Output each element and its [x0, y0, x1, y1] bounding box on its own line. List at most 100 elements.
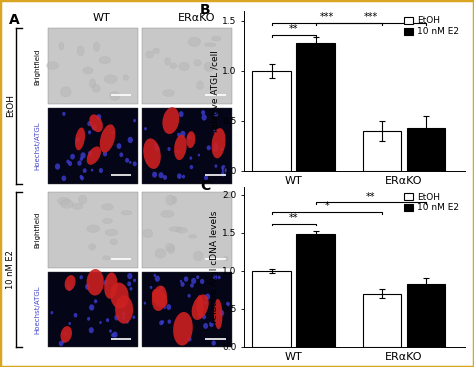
Ellipse shape: [167, 320, 171, 324]
Ellipse shape: [87, 317, 90, 321]
Ellipse shape: [68, 322, 71, 325]
FancyBboxPatch shape: [142, 192, 232, 268]
Ellipse shape: [94, 299, 97, 304]
Ellipse shape: [77, 46, 84, 55]
Ellipse shape: [205, 294, 210, 300]
Ellipse shape: [202, 315, 206, 319]
Ellipse shape: [110, 239, 118, 245]
Ellipse shape: [88, 130, 91, 134]
Ellipse shape: [67, 284, 69, 287]
Ellipse shape: [102, 218, 112, 224]
Ellipse shape: [155, 276, 160, 282]
Ellipse shape: [190, 165, 193, 169]
Text: ERαKO: ERαKO: [177, 12, 215, 23]
Ellipse shape: [166, 304, 171, 310]
Ellipse shape: [144, 302, 146, 305]
Bar: [407, 284, 445, 347]
Ellipse shape: [101, 204, 113, 210]
Ellipse shape: [155, 146, 159, 152]
Bar: [407, 128, 445, 171]
Ellipse shape: [59, 42, 64, 50]
Ellipse shape: [190, 156, 192, 160]
Ellipse shape: [68, 287, 71, 291]
Ellipse shape: [81, 152, 86, 159]
Ellipse shape: [68, 161, 72, 166]
Ellipse shape: [100, 124, 116, 153]
Ellipse shape: [99, 168, 103, 173]
Ellipse shape: [80, 175, 82, 179]
Ellipse shape: [88, 151, 92, 156]
Ellipse shape: [204, 62, 214, 72]
Ellipse shape: [204, 43, 216, 47]
Legend: EtOH, 10 nM E2: EtOH, 10 nM E2: [403, 15, 460, 37]
Ellipse shape: [154, 143, 157, 147]
Ellipse shape: [203, 323, 208, 329]
FancyBboxPatch shape: [47, 272, 137, 347]
Ellipse shape: [161, 320, 164, 324]
Text: **: **: [366, 192, 375, 201]
Text: C: C: [200, 179, 210, 193]
Ellipse shape: [121, 312, 125, 316]
Ellipse shape: [146, 51, 154, 58]
Ellipse shape: [60, 200, 73, 208]
Ellipse shape: [144, 127, 147, 130]
Bar: [252, 71, 291, 171]
Ellipse shape: [181, 282, 184, 287]
Ellipse shape: [218, 276, 221, 279]
Ellipse shape: [62, 175, 66, 181]
Ellipse shape: [179, 62, 190, 70]
Ellipse shape: [176, 227, 187, 233]
Text: **: **: [289, 213, 299, 223]
Ellipse shape: [129, 161, 131, 164]
Ellipse shape: [87, 121, 91, 126]
Ellipse shape: [89, 304, 94, 310]
Ellipse shape: [171, 196, 177, 203]
Ellipse shape: [133, 279, 136, 282]
Ellipse shape: [219, 310, 224, 316]
Text: *: *: [324, 201, 329, 211]
Bar: [363, 131, 401, 171]
Ellipse shape: [143, 229, 153, 238]
Ellipse shape: [196, 275, 199, 279]
Text: A: A: [9, 12, 20, 27]
Ellipse shape: [83, 168, 87, 173]
Ellipse shape: [184, 276, 188, 282]
Ellipse shape: [159, 320, 163, 325]
Ellipse shape: [57, 197, 70, 205]
Ellipse shape: [99, 57, 111, 64]
Ellipse shape: [201, 115, 207, 121]
Ellipse shape: [163, 107, 179, 134]
Ellipse shape: [211, 341, 216, 346]
Ellipse shape: [133, 119, 136, 122]
Ellipse shape: [188, 37, 201, 47]
Ellipse shape: [105, 229, 118, 236]
Ellipse shape: [213, 130, 215, 133]
Ellipse shape: [112, 331, 118, 338]
Ellipse shape: [109, 329, 112, 333]
Text: **: **: [289, 24, 299, 34]
Ellipse shape: [209, 321, 214, 327]
Ellipse shape: [154, 274, 156, 277]
Ellipse shape: [180, 131, 185, 137]
Ellipse shape: [152, 289, 167, 308]
Ellipse shape: [85, 284, 90, 290]
Ellipse shape: [80, 157, 83, 161]
Text: B: B: [200, 3, 210, 17]
Ellipse shape: [143, 138, 161, 169]
Ellipse shape: [214, 112, 218, 117]
Ellipse shape: [123, 75, 128, 80]
Ellipse shape: [196, 295, 204, 317]
Ellipse shape: [62, 340, 65, 344]
Ellipse shape: [114, 315, 119, 320]
Ellipse shape: [160, 286, 163, 290]
Ellipse shape: [204, 175, 208, 180]
Ellipse shape: [104, 75, 117, 83]
Ellipse shape: [186, 131, 195, 148]
Ellipse shape: [62, 112, 65, 116]
Ellipse shape: [129, 287, 132, 291]
Ellipse shape: [109, 91, 120, 100]
Ellipse shape: [152, 172, 157, 178]
Ellipse shape: [64, 333, 67, 335]
Ellipse shape: [83, 67, 93, 74]
Ellipse shape: [51, 311, 53, 315]
